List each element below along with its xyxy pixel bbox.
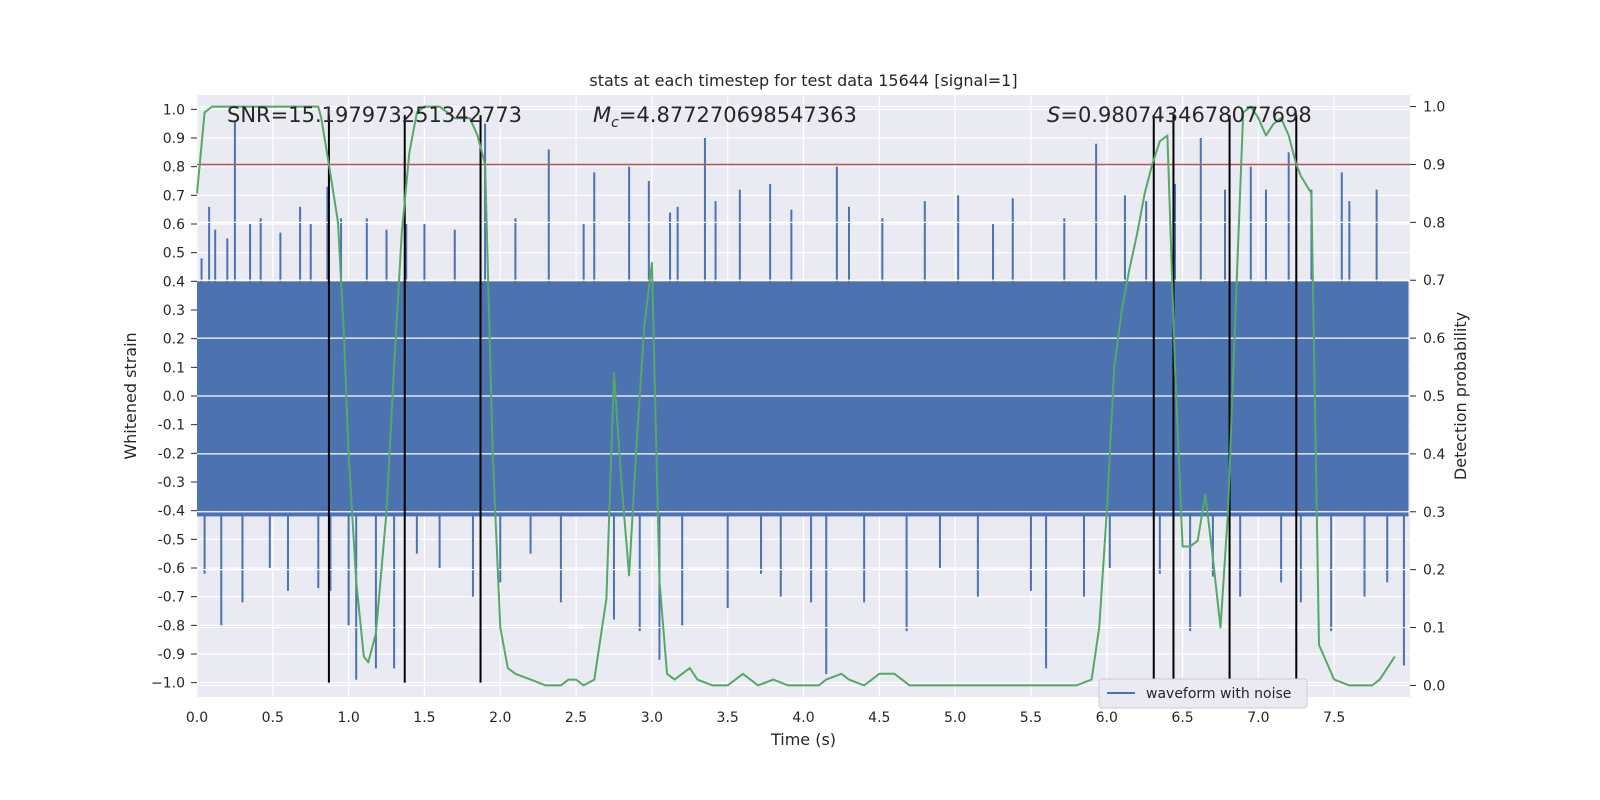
y2-tick-label: 0.5 — [1423, 389, 1445, 405]
y-tick-label: 0.4 — [163, 274, 185, 290]
x-tick-label: 0.0 — [186, 710, 208, 726]
waveform-band — [197, 281, 1409, 517]
x-tick-label: 7.0 — [1247, 710, 1269, 726]
y2-tick-label: 0.1 — [1423, 621, 1445, 637]
x-tick-label: 6.5 — [1171, 710, 1193, 726]
y-tick-label: -0.3 — [158, 475, 185, 491]
s-value: =0.9807434678077698 — [1060, 103, 1311, 127]
y-tick-label: 0.8 — [163, 160, 185, 176]
y-tick-label: -0.2 — [158, 446, 185, 462]
x-tick-label: 2.5 — [565, 710, 587, 726]
y-axis-label: Whitened strain — [121, 332, 140, 459]
x-tick-label: 1.5 — [413, 710, 435, 726]
x-tick-label: 1.0 — [337, 710, 359, 726]
x-tick-label: 3.5 — [717, 710, 739, 726]
x-tick-label: 5.5 — [1020, 710, 1042, 726]
x-tick-label: 3.0 — [641, 710, 663, 726]
y2-tick-label: 0.9 — [1423, 157, 1445, 173]
mc-symbol: M — [593, 103, 611, 127]
y-tick-label: 1.0 — [163, 102, 185, 118]
y-tick-label: 0.9 — [163, 131, 185, 147]
score-annotation: S=0.9807434678077698 — [1047, 103, 1312, 127]
y-tick-label: 0.6 — [163, 217, 185, 233]
y-tick-label: −1.0 — [151, 676, 185, 692]
tick-layer: 0.0 0.5 1.0 1.5 2.0 2.5 3.0 3.5 4.0 4.5 5.0 5.5 6.0 6… — [151, 100, 1445, 726]
x-tick-label: 2.0 — [489, 710, 511, 726]
y2-tick-label: 0.0 — [1423, 678, 1445, 694]
waveform-band-layer — [197, 281, 1409, 517]
s-symbol: S — [1047, 103, 1060, 127]
y-tick-label: 0.1 — [163, 360, 185, 376]
legend: waveform with noise — [1098, 678, 1308, 709]
y2-tick-label: 0.3 — [1423, 505, 1445, 521]
x-axis-label: Time (s) — [770, 730, 836, 749]
y2-tick-label: 1.0 — [1423, 100, 1445, 116]
y-tick-label: -0.8 — [158, 618, 185, 634]
y-tick-label: 0.2 — [163, 332, 185, 348]
y-tick-label: 0.0 — [163, 389, 185, 405]
y2-tick-label: 0.7 — [1423, 273, 1445, 289]
y-tick-label: 0.3 — [163, 303, 185, 319]
y-tick-label: 0.5 — [163, 246, 185, 262]
chart-title: stats at each timestep for test data 156… — [589, 71, 1017, 90]
marker-layer — [327, 115, 1298, 683]
x-tick-label: 6.0 — [1096, 710, 1118, 726]
x-tick-label: 4.0 — [792, 710, 814, 726]
y-tick-label: -0.6 — [158, 561, 185, 577]
y-tick-label: -0.9 — [158, 647, 185, 663]
y2-tick-label: 0.6 — [1423, 331, 1445, 347]
y2-axis-label: Detection probability — [1451, 312, 1470, 480]
y-tick-label: -0.5 — [158, 532, 185, 548]
y2-tick-label: 0.8 — [1423, 215, 1445, 231]
probability-line — [196, 105, 1396, 687]
mc-subscript: c — [611, 115, 619, 131]
y-tick-label: -0.4 — [158, 504, 185, 520]
y-tick-label: -0.1 — [158, 418, 185, 434]
legend-label: waveform with noise — [1146, 686, 1291, 702]
x-tick-label: 0.5 — [262, 710, 284, 726]
y2-tick-label: 0.4 — [1423, 447, 1445, 463]
y-tick-label: -0.7 — [158, 590, 185, 606]
snr-annotation: SNR=15.197973251342773 — [227, 103, 522, 127]
chirp-mass-annotation: Mc=4.877270698547363 — [593, 103, 857, 131]
mc-value: =4.877270698547363 — [619, 103, 857, 127]
legend-box — [1098, 678, 1308, 709]
y2-tick-label: 0.2 — [1423, 563, 1445, 579]
x-tick-label: 5.0 — [944, 710, 966, 726]
y-tick-label: 0.7 — [163, 188, 185, 204]
x-tick-label: 4.5 — [868, 710, 890, 726]
probability-layer — [196, 105, 1396, 687]
x-tick-label: 7.5 — [1323, 710, 1345, 726]
